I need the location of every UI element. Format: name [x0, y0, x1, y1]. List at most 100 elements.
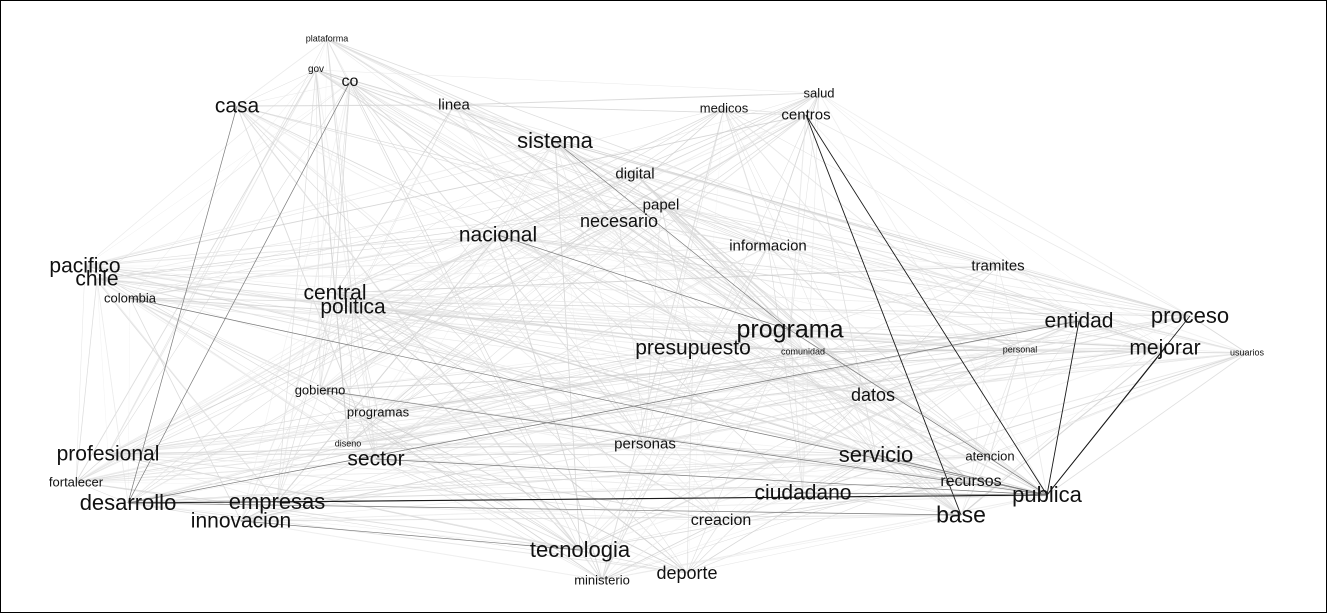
edge-pacifico-datos: [84, 265, 874, 396]
edge-gobierno-diseno: [319, 389, 349, 445]
edge-plataforma-sector: [326, 38, 377, 460]
edge-digital-central: [334, 173, 636, 294]
edge-presupuesto-desarrollo: [127, 347, 694, 504]
edge-usuarios-diseno: [347, 352, 1248, 445]
edge-linea-papel: [453, 104, 662, 206]
edge-creacion-ministerio: [601, 520, 722, 581]
background-edges: [75, 38, 1248, 581]
node-digital: digital: [615, 165, 655, 183]
edge-gov-salud: [315, 69, 820, 94]
edge-datos-publica: [872, 394, 1048, 496]
edge-tramites-usuarios: [997, 265, 1248, 354]
edge-plataforma-profesional: [107, 38, 328, 455]
node-sector: sector: [347, 447, 405, 471]
node-comunidad: comunidad: [780, 346, 826, 357]
edge-central-gobierno: [319, 292, 336, 391]
edge-servicio-ciudadano: [802, 454, 877, 494]
edge-linea-proceso: [453, 104, 1191, 317]
edge-sistema-programa: [554, 140, 791, 331]
edge-casa-publica: [236, 105, 1048, 496]
edge-politica-comunidad: [352, 306, 804, 353]
edge-personal-innovacion: [240, 349, 1021, 522]
edge-programas-fortalecer: [75, 411, 379, 483]
edge-programa-mejorar: [789, 329, 1166, 349]
edge-papel-servicio: [660, 204, 877, 456]
edge-co-pacifico: [84, 81, 351, 267]
edge-entidad-creacion: [720, 320, 1080, 522]
edge-nacional-pacifico: [84, 234, 499, 267]
edge-necesario-comunidad: [618, 220, 804, 353]
edge-fortalecer-desarrollo: [75, 481, 129, 504]
edge-recursos-base: [960, 481, 972, 516]
node-nacional: nacional: [458, 223, 538, 247]
node-pacifico: pacifico: [49, 254, 121, 278]
edge-politica-personas: [352, 306, 646, 445]
node-mejorar: mejorar: [1129, 336, 1201, 360]
edge-nacional-proceso: [497, 234, 1191, 317]
edge-creacion-tecnologia: [579, 520, 722, 551]
edge-salud-mejorar: [818, 92, 1166, 349]
edge-linea-sistema: [453, 104, 556, 142]
node-personal: personal: [1002, 344, 1038, 355]
edge-presupuesto-deporte: [686, 347, 694, 574]
edge-colombia-proceso: [129, 297, 1191, 317]
edge-salud-centros: [805, 92, 820, 116]
edge-medicos-publica: [723, 107, 1048, 496]
edge-nacional-publica: [497, 234, 1048, 496]
edge-colombia-sector: [129, 297, 377, 460]
edge-gov-informacion: [315, 69, 769, 247]
edge-co-datos: [349, 81, 874, 396]
edge-casa-linea: [236, 104, 455, 107]
edge-sistema-central: [334, 140, 556, 294]
edge-usuarios-servicio: [875, 352, 1248, 456]
edge-servicio-publica: [875, 454, 1048, 496]
edge-diseno-atencion: [347, 443, 991, 457]
node-personas: personas: [614, 435, 676, 453]
edge-mejorar-publica: [1046, 347, 1166, 496]
edge-co-innovacion: [240, 81, 351, 522]
edge-medicos-ministerio: [601, 107, 725, 581]
node-recursos: recursos: [940, 473, 1002, 490]
edge-linea-programa: [453, 104, 791, 331]
node-usuarios: usuarios: [1229, 347, 1265, 358]
edge-digital-creacion: [634, 173, 722, 522]
edge-datos-fortalecer: [75, 394, 874, 483]
edge-papel-proceso: [660, 204, 1191, 317]
node-creacion: creacion: [690, 512, 752, 529]
edge-chile-profesional: [96, 278, 109, 455]
edge-central-programas: [334, 292, 379, 413]
edge-colombia-gobierno: [129, 297, 321, 391]
edge-programa-profesional: [107, 329, 791, 455]
edge-co-desarrollo: [127, 81, 351, 504]
edge-medicos-comunidad: [723, 107, 804, 353]
edge-colombia-personal: [129, 297, 1021, 351]
edge-sistema-programas: [377, 140, 556, 413]
node-co: co: [341, 73, 359, 90]
edge-politica-empresas: [276, 306, 354, 503]
edge-programas-servicio: [377, 411, 877, 456]
edge-centros-servicio: [805, 114, 877, 456]
edge-entidad-profesional: [107, 320, 1080, 455]
node-desarrollo: desarrollo: [79, 490, 177, 515]
edge-sistema-personas: [554, 140, 646, 445]
node-tramites: tramites: [971, 257, 1025, 275]
edge-sistema-nacional: [497, 140, 556, 236]
edge-entidad-mejorar: [1078, 320, 1166, 349]
edge-sistema-necesario: [554, 140, 620, 222]
edge-salud-colombia: [129, 92, 820, 299]
edge-proceso-usuarios: [1189, 315, 1248, 354]
edge-salud-entidad: [818, 92, 1080, 322]
edge-gov-profesional: [107, 69, 317, 455]
edge-sector-ministerio: [375, 458, 603, 581]
edge-programa-desarrollo: [127, 329, 791, 504]
edge-profesional-empresas: [107, 453, 278, 503]
edge-plataforma-gobierno: [319, 38, 328, 391]
edge-pacifico-central: [84, 265, 336, 294]
node-chile: chile: [75, 267, 119, 291]
edge-datos-personas: [644, 394, 874, 445]
node-base: base: [936, 501, 986, 528]
edge-pacifico-tecnologia: [84, 265, 581, 551]
edge-papel-programa: [660, 204, 791, 331]
edge-medicos-mejorar: [723, 107, 1166, 349]
edge-personas-servicio: [644, 443, 877, 456]
